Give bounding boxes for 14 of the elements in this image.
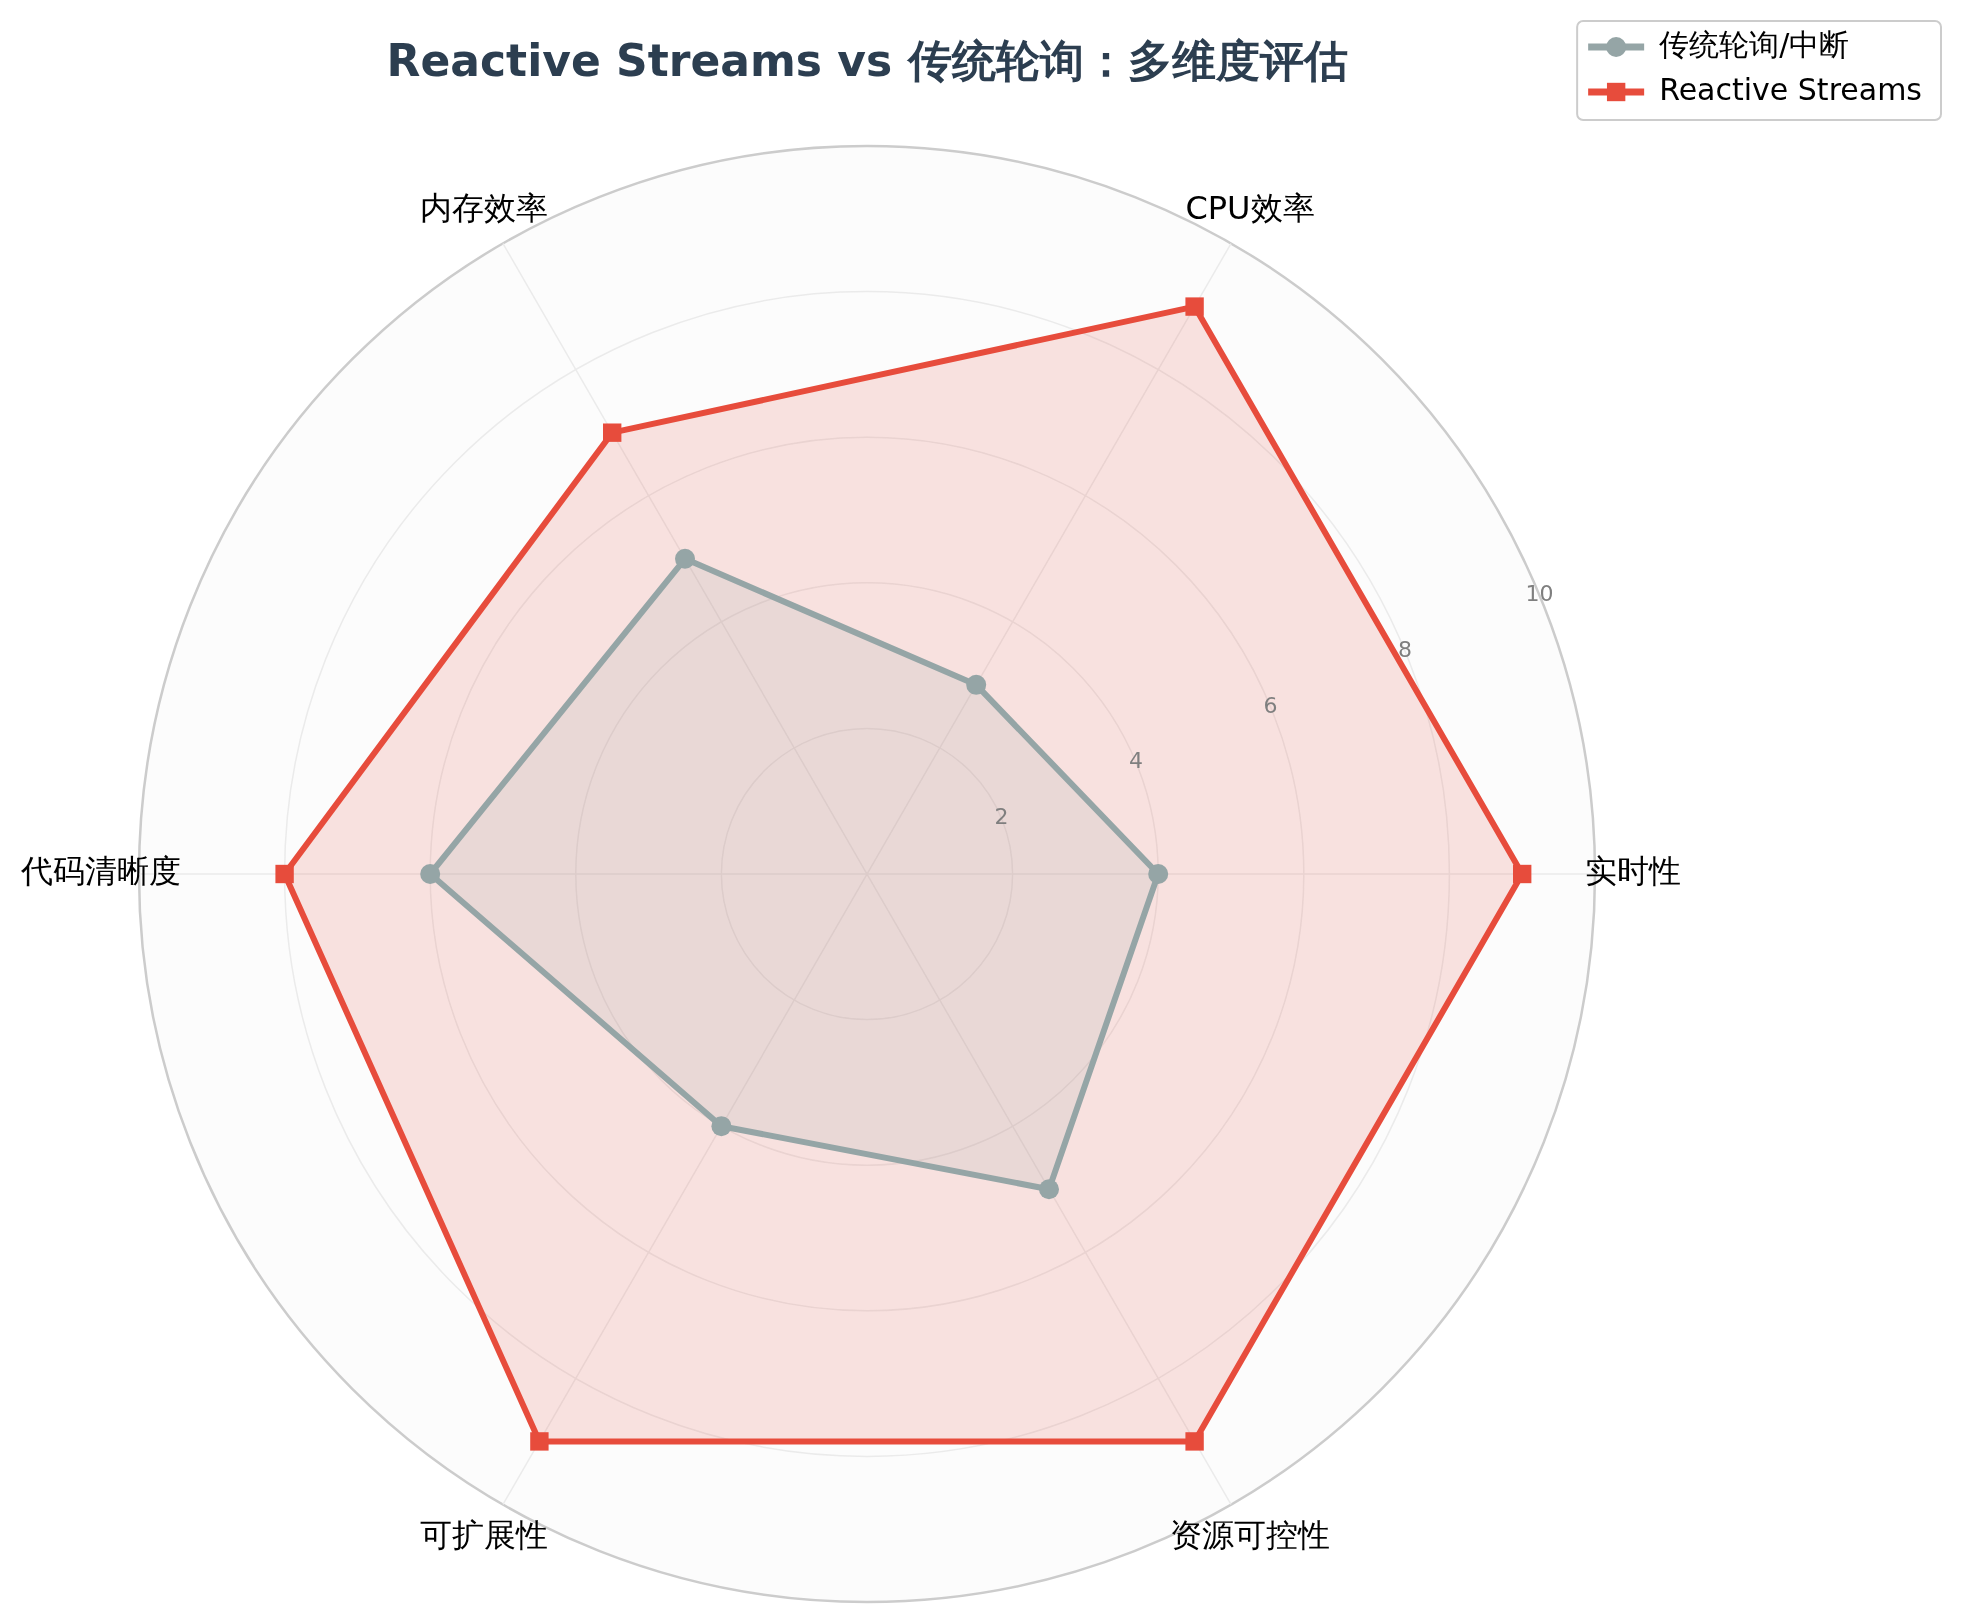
spoke-label: 实时性 xyxy=(1585,852,1681,891)
y-tick-label: 2 xyxy=(994,804,1009,829)
spoke-label: 代码清晰度 xyxy=(20,852,181,891)
chart-title: Reactive Streams vs 传统轮询：多维度评估 xyxy=(386,34,1348,86)
y-tick-label: 4 xyxy=(1129,748,1144,774)
spoke-label: 可扩展性 xyxy=(420,1515,548,1554)
spoke-label: 资源可控性 xyxy=(1170,1515,1330,1554)
spoke-label: CPU效率 xyxy=(1185,188,1315,227)
y-tick-label: 8 xyxy=(1398,636,1413,662)
y-tick-label: 10 xyxy=(1525,581,1554,607)
legend-label: Reactive Streams xyxy=(1659,71,1923,107)
spoke-label: 内存效率 xyxy=(420,188,548,227)
y-tick-label: 6 xyxy=(1263,692,1278,718)
legend-label: 传统轮询/中断 xyxy=(1659,26,1850,62)
